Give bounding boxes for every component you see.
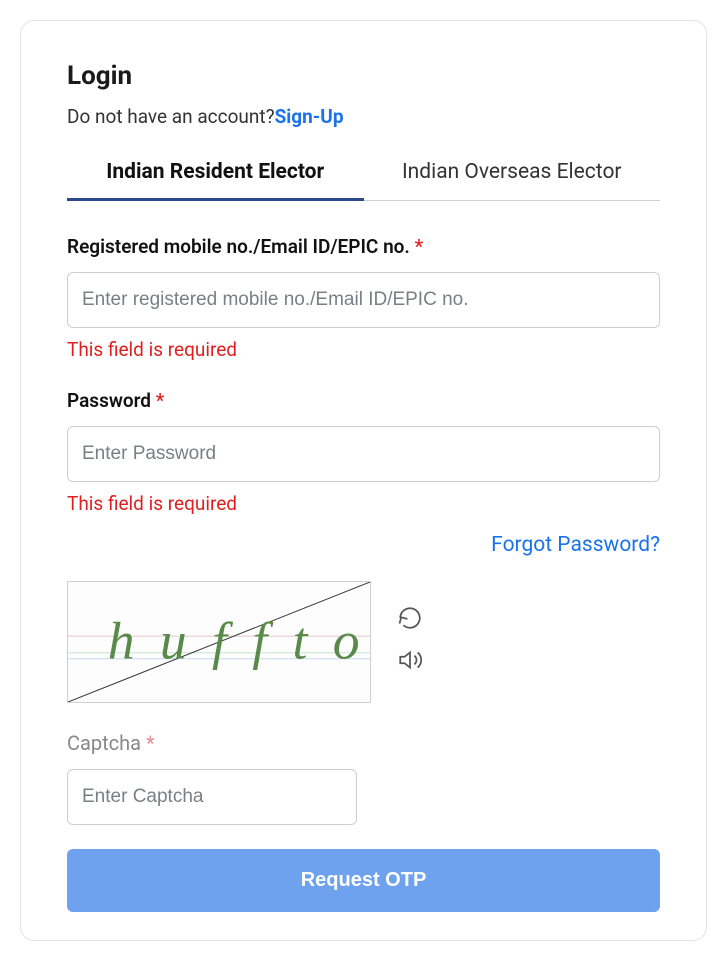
signup-prompt: Do not have an account? bbox=[67, 105, 275, 128]
required-mark: * bbox=[146, 731, 155, 755]
page-title: Login bbox=[67, 61, 660, 91]
audio-icon[interactable] bbox=[397, 647, 423, 673]
captcha-label: Captcha * bbox=[67, 731, 660, 755]
signup-row: Do not have an account?Sign-Up bbox=[67, 105, 660, 128]
forgot-row: Forgot Password? bbox=[67, 533, 660, 557]
captcha-label-text: Captcha bbox=[67, 731, 146, 755]
password-error: This field is required bbox=[67, 492, 660, 515]
captcha-input-group: Captcha * bbox=[67, 731, 660, 825]
login-card: Login Do not have an account?Sign-Up Ind… bbox=[20, 20, 707, 941]
captcha-row: h u f f t o bbox=[67, 581, 660, 703]
password-label: Password * bbox=[67, 389, 660, 412]
request-otp-button[interactable]: Request OTP bbox=[67, 849, 660, 912]
tabs: Indian Resident Elector Indian Overseas … bbox=[67, 150, 660, 201]
captcha-text: h u f f t o bbox=[108, 611, 366, 671]
password-label-text: Password bbox=[67, 389, 156, 412]
tab-overseas[interactable]: Indian Overseas Elector bbox=[364, 150, 661, 200]
identifier-label: Registered mobile no./Email ID/EPIC no. … bbox=[67, 235, 660, 258]
required-mark: * bbox=[415, 235, 424, 258]
identifier-label-text: Registered mobile no./Email ID/EPIC no. bbox=[67, 235, 415, 258]
required-mark: * bbox=[156, 389, 165, 412]
captcha-input[interactable] bbox=[67, 769, 357, 825]
identifier-group: Registered mobile no./Email ID/EPIC no. … bbox=[67, 235, 660, 361]
forgot-password-link[interactable]: Forgot Password? bbox=[491, 533, 660, 557]
password-input[interactable] bbox=[67, 426, 660, 482]
signup-link[interactable]: Sign-Up bbox=[275, 105, 344, 128]
identifier-error: This field is required bbox=[67, 338, 660, 361]
refresh-icon[interactable] bbox=[397, 605, 423, 631]
identifier-input[interactable] bbox=[67, 272, 660, 328]
captcha-icons bbox=[397, 581, 423, 673]
password-group: Password * This field is required bbox=[67, 389, 660, 515]
tab-resident[interactable]: Indian Resident Elector bbox=[67, 150, 364, 201]
captcha-image: h u f f t o bbox=[67, 581, 371, 703]
